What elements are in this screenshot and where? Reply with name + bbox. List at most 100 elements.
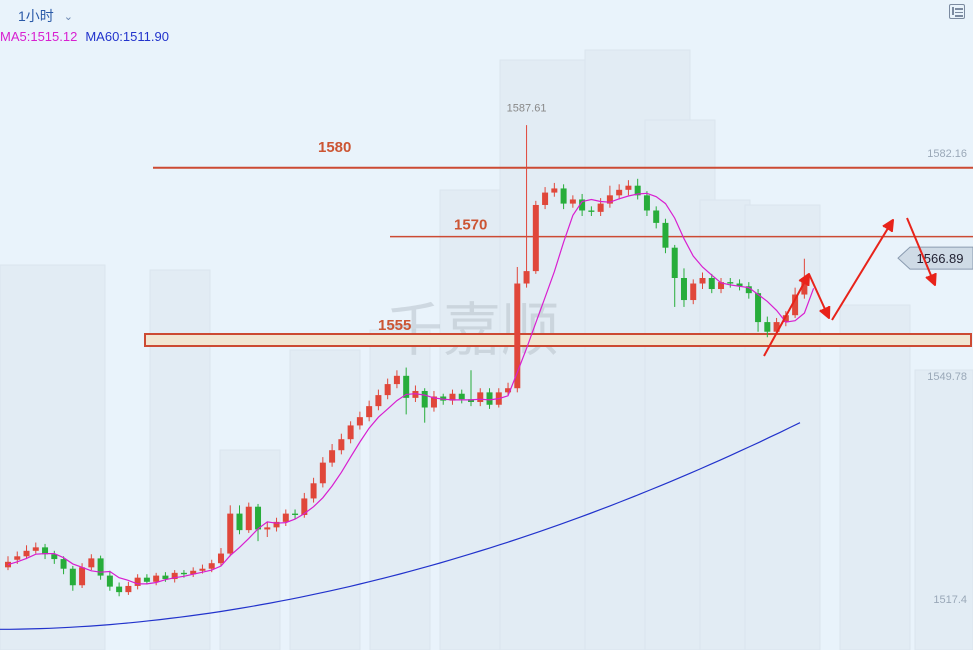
candle — [486, 392, 493, 405]
forecast-arrow-down-2-head — [925, 272, 937, 286]
candle — [430, 396, 437, 408]
candle — [282, 513, 289, 522]
candle — [671, 247, 678, 278]
candle — [116, 586, 123, 593]
candle — [745, 286, 752, 294]
candle — [338, 439, 345, 451]
candle — [310, 483, 317, 499]
candle — [60, 559, 67, 569]
candle — [329, 450, 336, 463]
candle — [384, 384, 391, 396]
chevron-down-icon[interactable]: ⌄ — [63, 10, 74, 23]
candle — [440, 396, 447, 401]
building-1 — [149, 269, 211, 650]
candle — [421, 390, 428, 408]
candle — [23, 550, 30, 557]
candle — [792, 294, 799, 316]
menu-icon[interactable] — [949, 4, 965, 19]
candle — [125, 585, 132, 593]
candle — [356, 417, 363, 426]
forecast-arrow-up-1 — [763, 273, 810, 357]
support-band-1555 — [144, 333, 972, 347]
candle — [690, 283, 697, 301]
ma5-line — [7, 192, 815, 585]
candle — [755, 293, 762, 323]
building-12 — [914, 369, 973, 650]
forecast-arrows — [763, 217, 937, 357]
candle — [505, 388, 512, 393]
level-label-1580: 1580 — [318, 139, 351, 156]
price-tag-shape — [897, 246, 973, 270]
candle — [97, 558, 104, 576]
candle — [532, 204, 539, 272]
candle — [477, 392, 484, 402]
candle — [190, 570, 197, 575]
candle — [301, 498, 308, 515]
high-price-label: 1587.61 — [507, 102, 547, 114]
candle — [208, 563, 215, 569]
building-10 — [744, 204, 821, 650]
current-price-tag: 1566.89 — [897, 246, 973, 270]
candle — [227, 513, 234, 554]
toolbar: 1小时 ⌄ — [18, 6, 73, 26]
candle — [708, 278, 715, 290]
forecast-arrow-down-2 — [906, 217, 936, 286]
candle — [458, 393, 465, 400]
candle — [680, 278, 687, 301]
candle — [514, 283, 521, 389]
candle — [727, 282, 734, 284]
candle — [88, 558, 95, 568]
candle — [69, 568, 76, 586]
candle — [718, 282, 725, 290]
candle — [236, 513, 243, 531]
candle — [801, 278, 808, 295]
y-tick-label: 1549.78 — [927, 371, 967, 383]
ma60-legend-value: MA60:1511.90 — [85, 29, 169, 44]
ma60-line — [0, 422, 801, 630]
level-label-1570: 1570 — [454, 217, 487, 234]
level-label-1555: 1555 — [378, 317, 411, 334]
period-selector[interactable]: 1小时 — [18, 8, 54, 24]
candle — [699, 278, 706, 284]
candle — [273, 521, 280, 528]
ma5-legend-value: MA5:1515.12 — [0, 29, 78, 44]
forecast-arrow-up-2-head — [882, 219, 894, 233]
candle — [643, 195, 650, 211]
price-tag-value: 1566.89 — [917, 251, 964, 266]
watermark-text: 千嘉顺 — [385, 296, 559, 364]
candle — [736, 283, 743, 287]
candle — [634, 185, 641, 196]
candle — [153, 575, 160, 582]
y-tick-label: 1582.16 — [927, 148, 967, 160]
y-tick-label: 1517.4 — [933, 594, 967, 606]
building-9 — [699, 199, 751, 650]
candle — [773, 322, 780, 332]
ma-legend: MA5:1515.12 MA60:1511.90 — [0, 29, 169, 44]
building-5 — [439, 189, 511, 650]
candle — [217, 553, 224, 564]
candle — [366, 406, 373, 418]
candle — [468, 399, 474, 402]
building-11 — [839, 304, 911, 650]
building-0 — [0, 264, 106, 650]
candle — [264, 527, 271, 530]
candle — [143, 577, 150, 582]
candle — [412, 390, 419, 398]
candle — [393, 375, 400, 385]
candle — [134, 577, 141, 586]
candle — [171, 572, 178, 580]
candle — [162, 575, 169, 580]
candle — [616, 189, 623, 196]
candle — [42, 547, 49, 555]
building-4 — [369, 329, 431, 650]
candle — [579, 199, 586, 211]
candle — [403, 375, 410, 398]
candle — [551, 188, 558, 193]
candle — [199, 568, 206, 571]
candle — [375, 395, 382, 407]
candle — [597, 203, 604, 212]
candle — [347, 425, 354, 440]
forecast-arrow-down-1-head — [819, 305, 831, 319]
candle — [606, 195, 613, 204]
